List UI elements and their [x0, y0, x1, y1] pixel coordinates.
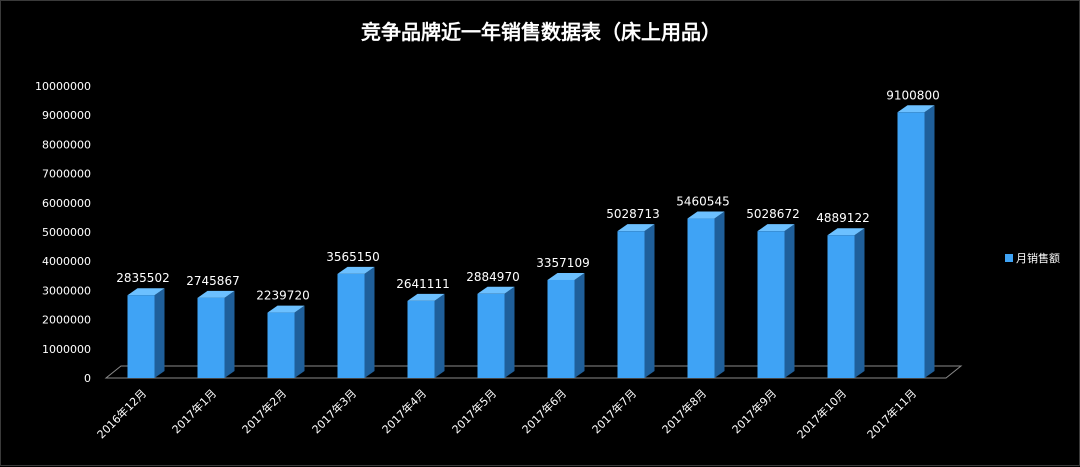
x-tick-label: 2017年10月 [794, 386, 849, 441]
data-label: 5028672 [746, 207, 799, 221]
bar-side [364, 266, 375, 378]
bar-top [267, 305, 305, 313]
bar-front [267, 312, 295, 378]
chart-title: 竞争品牌近一年销售数据表（床上用品） [361, 20, 721, 44]
y-tick-label: 5000000 [42, 226, 91, 239]
bar [337, 266, 375, 378]
x-tick-label: 2016年12月 [94, 386, 149, 441]
chart-floor [104, 365, 963, 379]
bar-top [897, 105, 935, 113]
legend: 月销售额 [1005, 251, 1060, 265]
data-label: 3357109 [536, 256, 589, 270]
bar-front [337, 273, 365, 378]
bar-front [127, 295, 155, 378]
x-tick-label: 2017年9月 [729, 386, 779, 436]
bar-side [644, 224, 655, 378]
x-tick-label: 2017年8月 [659, 386, 709, 436]
y-tick-label: 7000000 [42, 168, 91, 181]
bar [827, 228, 865, 378]
bar [407, 293, 445, 378]
x-tick-label: 2017年1月 [169, 386, 219, 436]
x-tick-label: 2017年11月 [864, 386, 919, 441]
y-tick-label: 9000000 [42, 109, 91, 122]
bar-side [574, 272, 585, 378]
bars [127, 105, 935, 378]
bar [687, 211, 725, 378]
bar-front [687, 218, 715, 378]
bar-top [547, 272, 585, 280]
bar-top [617, 224, 655, 232]
bar-side [504, 286, 515, 378]
data-label: 3565150 [326, 250, 379, 264]
bar-front [617, 231, 645, 378]
y-tick-label: 8000000 [42, 138, 91, 151]
bar-top [127, 288, 165, 296]
data-label: 5028713 [606, 207, 659, 221]
data-label: 9100800 [886, 88, 939, 102]
bar [127, 288, 165, 378]
bar-side [434, 293, 445, 378]
bar [197, 290, 235, 378]
bar-front [197, 297, 225, 378]
bar-top [337, 266, 375, 274]
bar-top [197, 290, 235, 298]
data-label: 2835502 [116, 271, 169, 285]
bar-side [784, 224, 795, 378]
y-tick-label: 0 [84, 372, 91, 385]
x-tick-label: 2017年4月 [379, 386, 429, 436]
bar-side [294, 305, 305, 378]
data-label: 2745867 [186, 274, 239, 288]
bar [267, 305, 305, 378]
y-tick-label: 6000000 [42, 197, 91, 210]
bar-side [714, 211, 725, 378]
bar [897, 105, 935, 378]
x-tick-label: 2017年5月 [449, 386, 499, 436]
bar-front [757, 231, 785, 378]
bar-front [897, 112, 925, 378]
bar-side [224, 290, 235, 378]
bar-front [477, 293, 505, 378]
x-tick-label: 2017年6月 [519, 386, 569, 436]
bar-side [924, 105, 935, 378]
bar-top [827, 228, 865, 236]
bar-front [407, 300, 435, 378]
bar [617, 224, 655, 378]
data-label: 2641111 [396, 277, 449, 291]
bar [757, 224, 795, 378]
x-tick-label: 2017年2月 [239, 386, 289, 436]
x-tick-label: 2017年7月 [589, 386, 639, 436]
bar-top [757, 224, 795, 232]
data-label: 2239720 [256, 289, 309, 303]
data-label: 4889122 [816, 211, 869, 225]
floor-plane [104, 365, 963, 379]
bar-side [854, 228, 865, 378]
legend-swatch [1005, 254, 1013, 262]
bar-top [687, 211, 725, 219]
y-tick-label: 4000000 [42, 255, 91, 268]
data-label: 2884970 [466, 270, 519, 284]
legend-label: 月销售额 [1016, 251, 1060, 265]
y-tick-label: 1000000 [42, 343, 91, 356]
bar-side [154, 288, 165, 378]
bar-top [407, 293, 445, 301]
bar [477, 286, 515, 378]
y-tick-label: 3000000 [42, 284, 91, 297]
bar [547, 272, 585, 378]
bar-top [477, 286, 515, 294]
x-axis: 2016年12月 2017年1月 2017年2月 2017年3月 2017年4月 2017… [94, 386, 919, 441]
bar-front [547, 279, 575, 378]
y-axis: 0 1000000 2000000 3000000 4000000 5000000 6000… [35, 80, 91, 385]
data-labels: 2835502 2745867 2239720 3565150 2641111 28849… [116, 88, 939, 302]
data-label: 5460545 [676, 195, 729, 209]
y-tick-label: 2000000 [42, 314, 91, 327]
bar-front [827, 235, 855, 378]
y-tick-label: 10000000 [35, 80, 91, 93]
x-tick-label: 2017年3月 [309, 386, 359, 436]
